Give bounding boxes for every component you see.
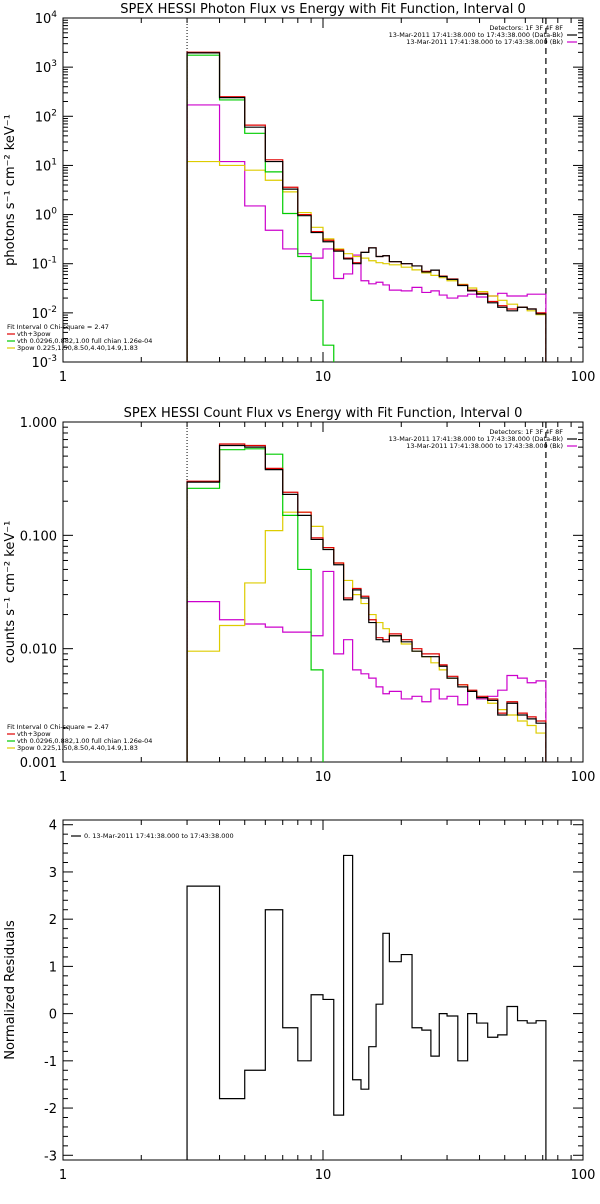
series-total	[186, 51, 547, 362]
x-tick-label: 1	[59, 370, 67, 385]
y-tick-label: 10-2	[31, 305, 57, 322]
series-data	[186, 444, 547, 762]
y-tick-exponent: -3	[48, 354, 57, 364]
y-tick-label: 104	[35, 10, 58, 27]
legend-bottom-left-text: Fit Interval 0 Chi-square = 2.47	[7, 723, 109, 731]
series-data	[186, 52, 547, 362]
y-tick-exponent: 2	[51, 108, 57, 118]
y-tick-base: 10	[35, 209, 52, 224]
series-thermal	[186, 448, 324, 762]
x-tick-label: 1	[59, 1168, 67, 1183]
x-tick-label: 10	[315, 370, 332, 385]
y-tick-label: 1	[49, 960, 57, 975]
panel-2: SPEX HESSI Count Flux vs Energy with Fit…	[3, 406, 595, 785]
y-tick-label: 102	[35, 108, 57, 125]
y-tick-base: 10	[31, 356, 48, 371]
y-tick-label: 10-3	[31, 354, 57, 371]
x-tick-label: 1	[59, 770, 67, 785]
x-tick-label: 100	[571, 370, 596, 385]
y-tick-exponent: 3	[51, 59, 57, 69]
y-tick-label: 4	[49, 819, 57, 834]
series-total	[186, 443, 547, 762]
series-data	[186, 854, 547, 1160]
legend-top-right-text: 13-Mar-2011 17:41:38.000 to 17:43:38.000…	[389, 435, 563, 443]
series-background	[186, 570, 547, 762]
y-tick-base: 10	[35, 159, 52, 174]
y-tick-label: 103	[35, 59, 57, 76]
legend-top-right-text: Detectors: 1F 3F 4F 8F	[489, 24, 563, 32]
chart-title: SPEX HESSI Photon Flux vs Energy with Fi…	[120, 2, 526, 17]
legend-top-left-text: 0. 13-Mar-2011 17:41:38.000 to 17:43:38.…	[84, 832, 234, 840]
series-thermal	[186, 54, 335, 362]
y-tick-base: 10	[31, 307, 48, 322]
chart-title: SPEX HESSI Count Flux vs Energy with Fit…	[124, 406, 523, 421]
y-tick-label: 101	[35, 157, 57, 174]
y-tick-label: -1	[44, 1055, 57, 1070]
legend-bottom-left-text: vth 0.0296,0.882,1.00 full chian 1.26e-0…	[17, 737, 152, 745]
legend-bottom-left-text: vth 0.0296,0.882,1.00 full chian 1.26e-0…	[17, 337, 152, 345]
legend-top-right-text: 13-Mar-2011 17:41:38.000 to 17:43:38.000…	[406, 38, 563, 46]
legend-top-right-text: 13-Mar-2011 17:41:38.000 to 17:43:38.000…	[389, 31, 563, 39]
y-tick-base: 10	[35, 61, 52, 76]
y-tick-label: 0.100	[20, 529, 57, 544]
y-axis-label: Normalized Residuals	[3, 920, 18, 1060]
y-tick-label: 10-1	[31, 256, 57, 273]
legend-top-right-text: Detectors: 1F 3F 4F 8F	[489, 428, 563, 436]
x-tick-label: 100	[571, 1168, 596, 1183]
y-tick-label: 100	[35, 207, 58, 224]
y-tick-exponent: 0	[51, 207, 57, 217]
y-tick-label: 0	[49, 1008, 57, 1023]
y-tick-exponent: -1	[48, 256, 57, 266]
y-tick-exponent: -2	[48, 305, 57, 315]
legend-bottom-left-text: Fit Interval 0 Chi-square = 2.47	[7, 323, 109, 331]
y-tick-base: 10	[35, 12, 52, 27]
y-tick-base: 10	[31, 258, 48, 273]
panel-3: Normalized Residuals 1 10 100 -3 -2 -1 0 1 2 3 4 0. …	[3, 819, 595, 1183]
panel-1: SPEX HESSI Photon Flux vs Energy with Fi…	[3, 2, 596, 385]
y-tick-label: -2	[44, 1102, 57, 1117]
series-background	[186, 104, 547, 362]
y-tick-label: 0.010	[20, 643, 57, 658]
y-tick-label: 3	[49, 866, 57, 881]
legend-top-right-text: 13-Mar-2011 17:41:38.000 to 17:43:38.000…	[406, 442, 563, 450]
y-tick-label: 1.000	[20, 416, 57, 431]
y-tick-label: -3	[44, 1149, 57, 1164]
y-axis-label: counts s⁻¹ cm⁻² keV⁻¹	[3, 521, 18, 664]
x-tick-label: 10	[315, 770, 332, 785]
y-tick-base: 10	[35, 110, 52, 125]
series-powerlaw	[186, 511, 547, 762]
legend-bottom-left-text: vth+3pow	[17, 330, 51, 338]
y-tick-label: 2	[49, 913, 57, 928]
y-tick-exponent: 4	[51, 10, 57, 20]
legend-bottom-left-text: 3pow 0.225,1.50,8.50,4.40,14.9,1.83	[17, 744, 138, 752]
x-tick-label: 100	[571, 770, 596, 785]
legend-bottom-left-text: 3pow 0.225,1.50,8.50,4.40,14.9,1.83	[17, 344, 138, 352]
x-tick-label: 10	[315, 1168, 332, 1183]
y-tick-exponent: 1	[51, 157, 57, 167]
series-powerlaw	[186, 160, 547, 362]
y-tick-label: 0.001	[20, 756, 57, 771]
y-axis-label: photons s⁻¹ cm⁻² keV⁻¹	[3, 114, 18, 266]
plot-frame	[62, 819, 584, 1161]
legend-bottom-left-text: vth+3pow	[17, 730, 51, 738]
